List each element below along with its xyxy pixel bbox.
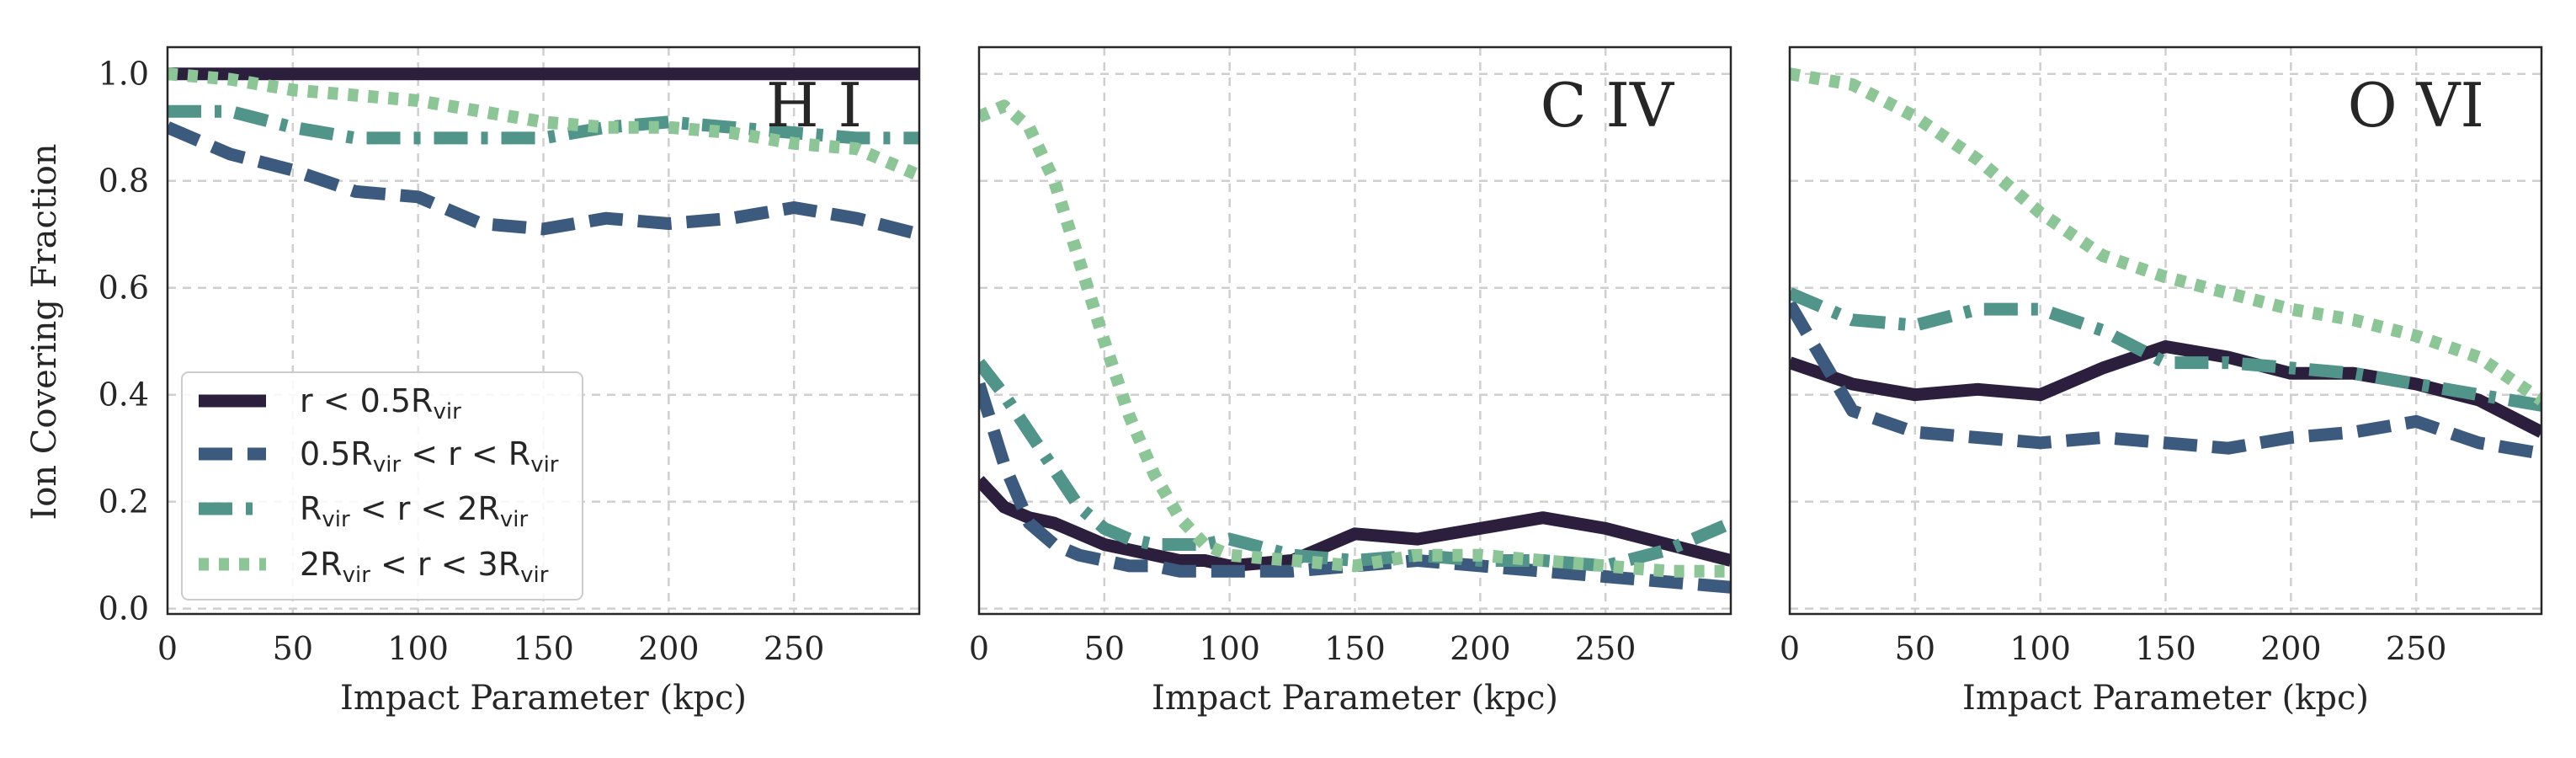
series-line-s3	[168, 104, 919, 145]
plot-frame	[166, 45, 921, 616]
series-line-s1	[1790, 340, 2541, 438]
x-tick-label: 250	[2386, 630, 2447, 667]
panels: 0 50 100 150 200 250 0.0 0.2 0.4 0.6 0.8 1.0 Impact …	[98, 45, 2543, 718]
legend-label-s3: Rvir < r < 2Rvir	[300, 490, 529, 532]
x-axis-title: Impact Parameter (kpc)	[340, 679, 747, 718]
panel-title: C IV	[1541, 70, 1675, 141]
x-tick-label: 200	[1450, 630, 1511, 667]
x-tick-label: 100	[1199, 630, 1260, 667]
series-line-s4	[168, 67, 919, 182]
x-tick-label: 100	[2009, 630, 2071, 667]
legend-label-s2: 0.5Rvir < r < Rvir	[300, 435, 559, 478]
series-group	[168, 67, 919, 241]
y-tick-label: 0.4	[98, 376, 149, 414]
x-tick-label: 0	[157, 630, 178, 667]
x-axis-title: Impact Parameter (kpc)	[1152, 679, 1558, 718]
series-line-s4	[979, 99, 1731, 578]
x-tick-label: 200	[2260, 630, 2322, 667]
x-tick-label: 50	[1084, 630, 1125, 667]
panel-title: H I	[766, 70, 862, 141]
legend-frame	[181, 371, 583, 601]
series-line-s2	[168, 121, 919, 241]
x-tick-label: 0	[1780, 630, 1800, 667]
x-tick-label: 50	[273, 630, 313, 667]
series-line-s2	[1790, 301, 2541, 460]
legend: r < 0.5Rvir 0.5Rvir < r < Rvir Rvir < r …	[181, 371, 583, 601]
x-tick-label: 0	[969, 630, 989, 667]
x-tick-label: 150	[1324, 630, 1386, 667]
series-line-s4	[1790, 67, 2541, 406]
series-group	[1790, 67, 2541, 460]
x-tick-label: 100	[387, 630, 449, 667]
x-tick-label: 150	[2135, 630, 2196, 667]
legend-label-s4: 2Rvir < r < 3Rvir	[300, 546, 549, 588]
legend-label-s1: r < 0.5Rvir	[300, 382, 461, 424]
y-axis-title: Ion Covering Fraction	[25, 143, 64, 520]
panel-title: O VI	[2348, 70, 2484, 141]
panel-3: 0 50 100 150 200 250 Impact Parameter (kpc) O V…	[1780, 45, 2543, 718]
x-axis-title: Impact Parameter (kpc)	[1962, 679, 2369, 718]
y-tick-label: 0.8	[98, 163, 149, 200]
panel-2: 0 50 100 150 200 250 Impact Parameter (kpc) C I…	[969, 45, 1732, 718]
plot-frame	[977, 45, 1732, 616]
y-tick-label: 1.0	[98, 56, 149, 93]
y-tick-label: 0.0	[98, 590, 149, 627]
y-tick-label: 0.6	[98, 270, 149, 307]
series-line-s1	[979, 476, 1731, 573]
x-tick-label: 250	[1575, 630, 1637, 667]
plot-frame	[1788, 45, 2543, 616]
y-tick-label: 0.2	[98, 483, 149, 520]
x-tick-label: 150	[513, 630, 574, 667]
x-tick-label: 250	[764, 630, 825, 667]
x-tick-label: 50	[1895, 630, 1935, 667]
series-group	[979, 99, 1731, 594]
x-tick-label: 200	[638, 630, 700, 667]
